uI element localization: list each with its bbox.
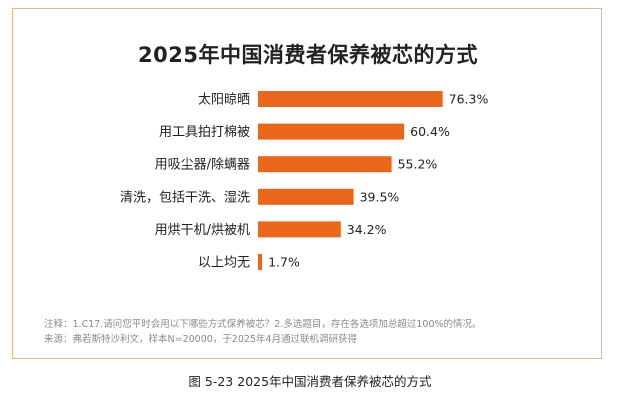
category-label: 清洗，包括干洗、湿洗 — [120, 190, 250, 205]
bar — [258, 156, 392, 173]
value-label: 76.3% — [449, 92, 489, 107]
source-line: 来源：弗若斯特沙利文，样本N=20000，于2025年4月通过联机调研获得 — [44, 334, 358, 345]
bar — [258, 188, 354, 205]
category-label: 用烘干机/烘被机 — [155, 223, 250, 238]
figure-caption: 图 5-23 2025年中国消费者保养被芯的方式 — [188, 374, 432, 389]
category-label: 太阳晾晒 — [198, 92, 250, 108]
category-label: 用工具拍打棉被 — [159, 125, 250, 140]
value-label: 1.7% — [268, 255, 300, 270]
bar-chart: 太阳晾晒 76.3% 用工具拍打棉被 60.4% 用吸尘器/除螨器 55.2% 清洗，包括干… — [120, 91, 488, 271]
bar — [258, 91, 443, 107]
bars-layer: 太阳晾晒 76.3% 用工具拍打棉被 60.4% 用吸尘器/除螨器 55.2% 清洗，包括干… — [120, 91, 488, 271]
value-label: 60.4% — [410, 124, 450, 139]
value-label: 39.5% — [360, 189, 400, 204]
chart-title: 2025年中国消费者保养被芯的方式 — [138, 43, 478, 67]
value-label: 34.2% — [347, 222, 387, 237]
bar — [258, 123, 405, 140]
category-label: 用吸尘器/除螨器 — [155, 158, 250, 173]
chart-notes: 注释：1.C17.请问您平时会用以下哪些方式保养被芯？2.多选题目，存在各选项加… — [44, 317, 594, 347]
note-line: 注释：1.C17.请问您平时会用以下哪些方式保养被芯？2.多选题目，存在各选项加… — [44, 319, 482, 330]
value-label: 55.2% — [398, 157, 438, 172]
bar — [258, 221, 341, 238]
chart-frame: 2025年中国消费者保养被芯的方式 太阳晾晒 76.3% 用工具拍打棉被 60.4% 用… — [12, 8, 602, 359]
bar — [258, 254, 263, 270]
category-label: 以上均无 — [198, 256, 250, 271]
